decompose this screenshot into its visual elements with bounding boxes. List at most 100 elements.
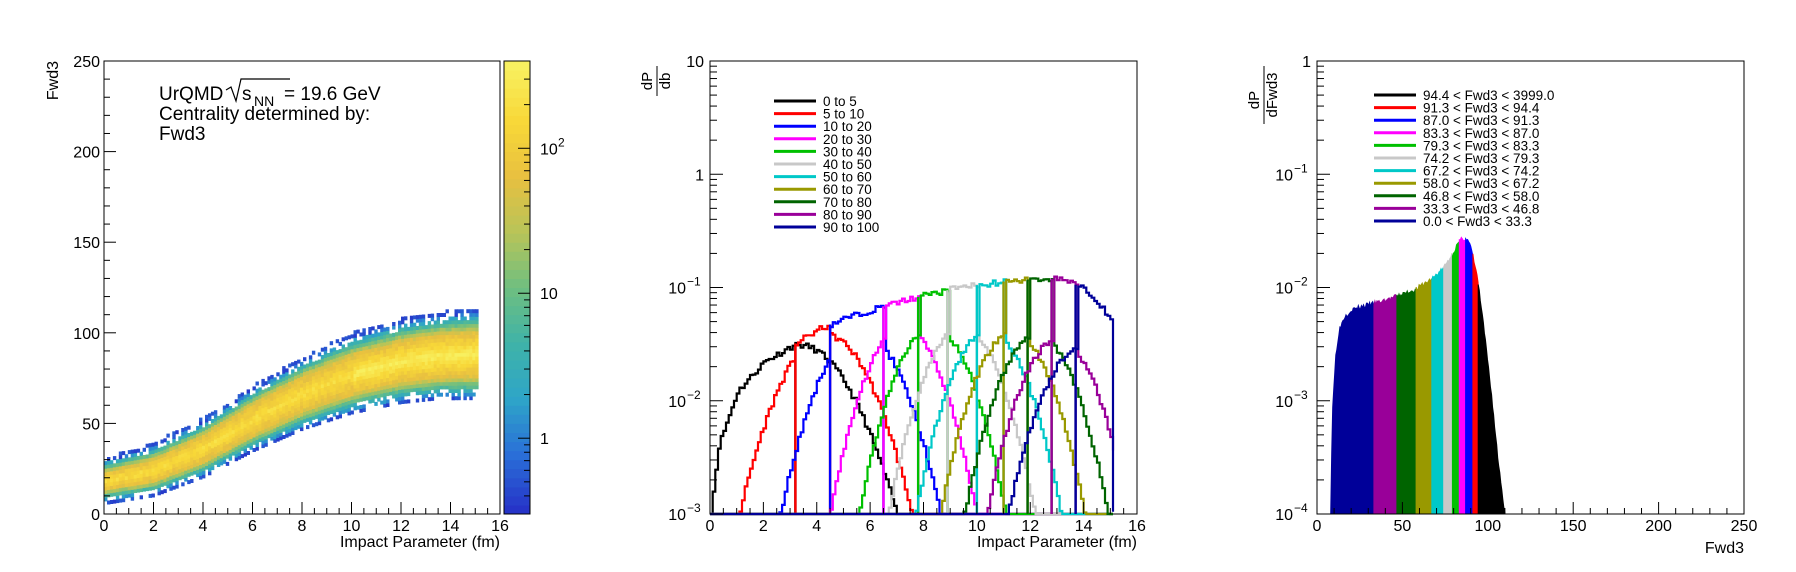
heatmap-cell xyxy=(448,374,452,379)
heatmap-cell xyxy=(246,443,250,448)
heatmap-cell xyxy=(196,429,200,434)
heatmap-cell xyxy=(225,443,230,448)
heatmap-cell xyxy=(264,424,268,429)
heatmap-cell xyxy=(151,453,155,458)
heatmap-cell xyxy=(282,413,286,418)
heatmap-cell xyxy=(329,370,334,375)
heatmap-cell xyxy=(439,338,443,343)
heatmap-cell xyxy=(362,393,366,398)
heatmap-cell xyxy=(297,403,301,408)
heatmap-cell xyxy=(463,378,467,383)
heatmap-cell xyxy=(436,323,440,328)
heatmap-cell xyxy=(469,316,473,321)
heatmap-cell xyxy=(234,417,239,422)
heatmap-cell xyxy=(466,320,470,325)
colorbar-label-1: 1 xyxy=(540,431,549,448)
heatmap-cell xyxy=(190,479,194,483)
heatmap-cell xyxy=(430,349,435,354)
heatmap-cell xyxy=(404,385,408,390)
heatmap-cell xyxy=(406,345,411,349)
heatmap-cell xyxy=(457,356,461,361)
heatmap-cell xyxy=(466,378,470,383)
heatmap-cell xyxy=(234,413,239,418)
heatmap-cell xyxy=(303,408,307,412)
heatmap-cell xyxy=(184,470,188,475)
heatmap-cell xyxy=(219,428,224,433)
heatmap-cell xyxy=(371,391,375,396)
heatmap-cell xyxy=(172,464,176,468)
heatmap-cell xyxy=(219,457,224,462)
heatmap-cell xyxy=(234,428,239,433)
heatmap-cell xyxy=(338,399,342,404)
heatmap-cell xyxy=(430,396,435,401)
heatmap-cell xyxy=(427,379,432,384)
colorbar-swatch xyxy=(504,405,530,415)
heatmap-cell xyxy=(371,380,375,385)
heatmap-annotation: UrQMD s NN = 19.6 GeV Centrality determi… xyxy=(159,78,381,145)
heatmap-cell xyxy=(145,458,149,463)
heatmap-cell xyxy=(398,386,402,390)
heatmap-cell xyxy=(392,332,396,337)
heatmap-cell xyxy=(469,327,473,332)
heatmap-cell xyxy=(338,352,342,357)
heatmap-cell xyxy=(472,363,476,368)
fwd3-panel: 0 50 100 150 200 250 10 −410 −310 −210 −11 Fwd3 d… xyxy=(1246,54,1757,557)
heatmap-cell xyxy=(118,469,123,474)
heatmap-cell xyxy=(365,338,369,343)
heatmap-cell xyxy=(383,334,387,339)
heatmap-cell xyxy=(163,460,167,465)
heatmap-cell xyxy=(163,449,167,454)
area-legend: 94.4 < Fwd3 < 3999.091.3 < Fwd3 < 94.487… xyxy=(1374,88,1554,229)
heatmap-cell xyxy=(415,391,420,396)
heatmap-cell xyxy=(347,393,351,398)
heatmap-cell xyxy=(216,430,221,435)
heatmap-cell xyxy=(133,481,138,486)
heatmap-cell xyxy=(169,457,173,462)
heatmap-cell xyxy=(118,455,123,460)
heatmap-cell xyxy=(466,370,470,375)
heatmap-cell xyxy=(202,456,206,461)
heatmap-cell xyxy=(329,406,334,411)
heatmap-cell xyxy=(234,435,239,440)
heatmap-cell xyxy=(264,395,268,400)
annotation-sqrt-s: s xyxy=(242,84,252,105)
heatmap-cell xyxy=(184,466,188,471)
heatmap-cell xyxy=(320,369,325,374)
heatmap-cell xyxy=(401,338,405,343)
heatmap-cell xyxy=(463,334,467,339)
heatmap-cell xyxy=(181,442,185,447)
heatmap-cell xyxy=(196,455,200,459)
heatmap-cell xyxy=(472,385,476,390)
heatmap-cell xyxy=(255,392,259,397)
heatmap-cell xyxy=(469,378,473,383)
heatmap-cell xyxy=(463,331,467,335)
heatmap-cell xyxy=(457,389,461,393)
heatmap-cell xyxy=(356,347,360,352)
heatmap-cell xyxy=(439,374,443,379)
heatmap-cell xyxy=(383,374,387,379)
heatmap-cell xyxy=(166,484,170,489)
heatmap-cell xyxy=(353,373,357,378)
heatmap-cell xyxy=(151,464,155,469)
heatmap-cell xyxy=(460,356,464,361)
heatmap-cell xyxy=(392,369,396,374)
heatmap-cell xyxy=(306,374,310,379)
heatmap-cell xyxy=(261,400,265,405)
heatmap-cell xyxy=(190,471,194,476)
heatmap-cell xyxy=(267,394,271,399)
heatmap-cell xyxy=(442,367,446,372)
heatmap-cell xyxy=(445,331,449,336)
heatmap-cell xyxy=(291,391,295,396)
heatmap-cell xyxy=(451,363,455,368)
heatmap-cell xyxy=(323,401,328,406)
heatmap-cell xyxy=(332,362,337,366)
heatmap-cell xyxy=(430,317,435,322)
heatmap-cell xyxy=(332,394,337,399)
area-series xyxy=(1373,293,1398,515)
area-series xyxy=(1472,253,1479,515)
heatmap-cell xyxy=(401,389,405,394)
legend-label: 58.0 < Fwd3 < 67.2 xyxy=(1423,176,1539,191)
heatmap-cell xyxy=(338,349,342,354)
heatmap-cell xyxy=(469,334,473,339)
